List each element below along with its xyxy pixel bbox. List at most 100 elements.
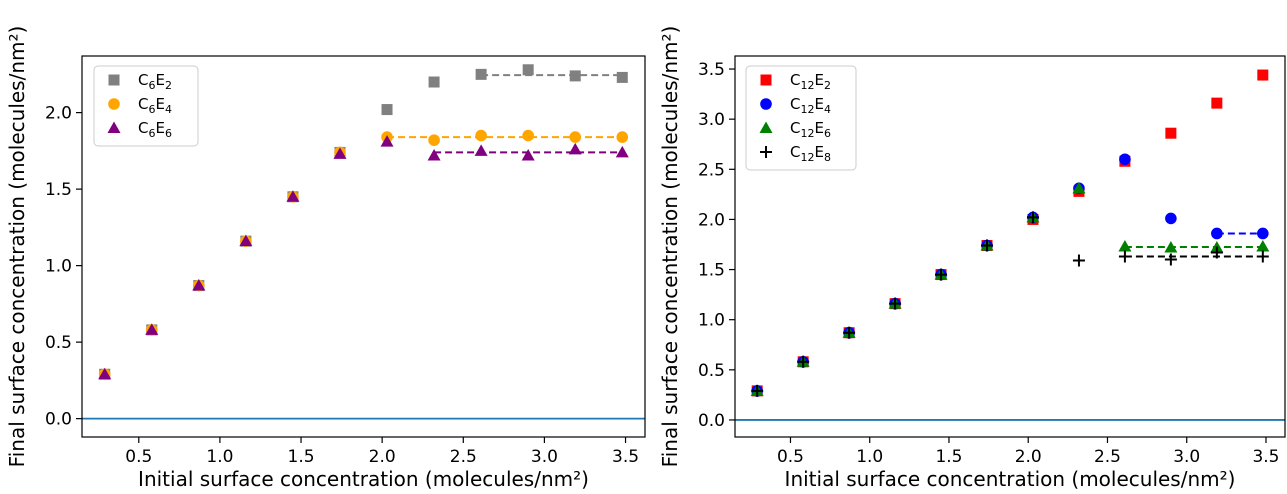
- legend-marker: [760, 74, 772, 86]
- data-point: [1118, 240, 1132, 252]
- x-tick-label: 1.5: [935, 447, 962, 467]
- data-point: [1119, 153, 1131, 166]
- data-point: [521, 148, 535, 161]
- x-tick-label: 3.0: [1173, 447, 1200, 467]
- x-tick-label: 0.5: [125, 447, 152, 467]
- x-tick-label: 3.5: [612, 447, 639, 467]
- data-point: [1165, 127, 1177, 139]
- series-4-points: [751, 211, 1269, 397]
- axes-frame: [734, 55, 1286, 438]
- data-point: [427, 148, 441, 161]
- data-point: [1164, 253, 1177, 266]
- legend-marker: [107, 121, 121, 133]
- series-2-points: [751, 153, 1269, 397]
- x-axis-label: Initial surface concentration (molecules…: [138, 467, 589, 491]
- data-point: [569, 131, 582, 143]
- data-point: [797, 355, 810, 368]
- data-point: [1164, 241, 1178, 253]
- x-tick-label: 3.0: [531, 447, 558, 467]
- legend-marker: [759, 121, 773, 133]
- data-point: [1256, 250, 1269, 263]
- data-point: [1210, 246, 1223, 259]
- data-point: [1026, 211, 1039, 224]
- data-point: [428, 76, 440, 88]
- data-point: [145, 323, 159, 335]
- chart-panel-1: 0.5 1.0 1.5 2.0 2.5 3.0 3.50.00.51.01.52.0Init…: [5, 26, 646, 491]
- data-point: [616, 131, 629, 143]
- x-tick-label: 2.0: [369, 447, 396, 467]
- y-tick-label: 2.0: [698, 210, 725, 230]
- data-point: [98, 367, 112, 380]
- y-tick-label: 1.0: [698, 311, 725, 331]
- legend-marker: [108, 74, 120, 86]
- y-tick-label: 3.0: [698, 110, 725, 130]
- data-point: [522, 129, 534, 142]
- x-tick-label: 3.5: [1252, 447, 1279, 467]
- data-point: [1211, 97, 1223, 109]
- data-point: [428, 134, 440, 146]
- y-tick-label: 0.0: [45, 410, 72, 430]
- data-point: [474, 144, 488, 156]
- data-point: [192, 279, 206, 291]
- series-3-points: [750, 181, 1270, 396]
- data-point: [843, 326, 856, 339]
- data-point: [889, 297, 902, 310]
- legend-label: C6E6: [138, 119, 172, 140]
- data-point: [1118, 250, 1131, 263]
- y-tick-label: 0.5: [45, 333, 72, 353]
- data-point: [981, 239, 994, 252]
- data-point: [1072, 181, 1086, 194]
- y-tick-label: 3.5: [698, 60, 725, 80]
- data-point: [935, 268, 948, 281]
- x-tick-label: 2.0: [1015, 447, 1042, 467]
- y-axis-label: Final surface concentration (molecules/n…: [5, 26, 29, 468]
- data-point: [615, 145, 629, 158]
- data-point: [522, 64, 534, 76]
- series-2-points: [98, 129, 629, 381]
- y-tick-label: 2.5: [698, 160, 725, 180]
- data-point: [475, 129, 487, 142]
- data-point: [569, 70, 581, 82]
- series-3-points: [98, 135, 629, 380]
- legend: C6E2 C6E4 C6E6: [93, 65, 199, 147]
- data-point: [1165, 212, 1177, 225]
- legend-label: C12E6: [790, 119, 831, 140]
- y-tick-label: 0.0: [698, 411, 725, 431]
- legend-box: [745, 65, 857, 171]
- y-tick-label: 0.5: [698, 361, 725, 381]
- legend-label: C6E2: [138, 71, 172, 92]
- axes-frame: [81, 55, 646, 438]
- y-tick-label: 1.5: [45, 180, 72, 200]
- data-point: [1072, 254, 1085, 267]
- legend-marker: [108, 98, 120, 110]
- data-point: [380, 135, 394, 147]
- x-tick-label: 1.0: [856, 447, 883, 467]
- legend-label: C12E4: [790, 95, 831, 116]
- legend-label: C12E8: [790, 143, 831, 164]
- x-tick-label: 1.0: [206, 447, 233, 467]
- y-tick-label: 1.5: [698, 261, 725, 281]
- y-tick-label: 1.0: [45, 257, 72, 277]
- legend-marker: [760, 98, 772, 110]
- x-tick-label: 1.5: [288, 447, 315, 467]
- data-point: [1256, 240, 1270, 252]
- legend-label: C6E4: [138, 95, 172, 116]
- x-tick-label: 0.5: [777, 447, 804, 467]
- y-axis-label: Final surface concentration (molecules/n…: [658, 26, 682, 468]
- data-point: [286, 190, 300, 202]
- data-point: [475, 68, 487, 80]
- data-point: [333, 147, 347, 159]
- chart-panel-2: 0.5 1.0 1.5 2.0 2.5 3.0 3.5 0.0 0.5 1.0 1.5 2.0 2.5 3…: [658, 26, 1286, 491]
- y-tick-label: 2.0: [45, 104, 72, 124]
- legend-label: C12E2: [790, 71, 831, 92]
- data-point: [1257, 227, 1269, 240]
- x-tick-label: 2.5: [1094, 447, 1121, 467]
- data-point: [381, 104, 393, 116]
- data-point: [1257, 69, 1269, 81]
- x-axis-label: Initial surface concentration (molecules…: [785, 467, 1236, 491]
- data-point: [751, 384, 764, 397]
- legend-marker: [760, 146, 772, 158]
- data-point: [239, 234, 253, 247]
- data-point: [616, 71, 628, 83]
